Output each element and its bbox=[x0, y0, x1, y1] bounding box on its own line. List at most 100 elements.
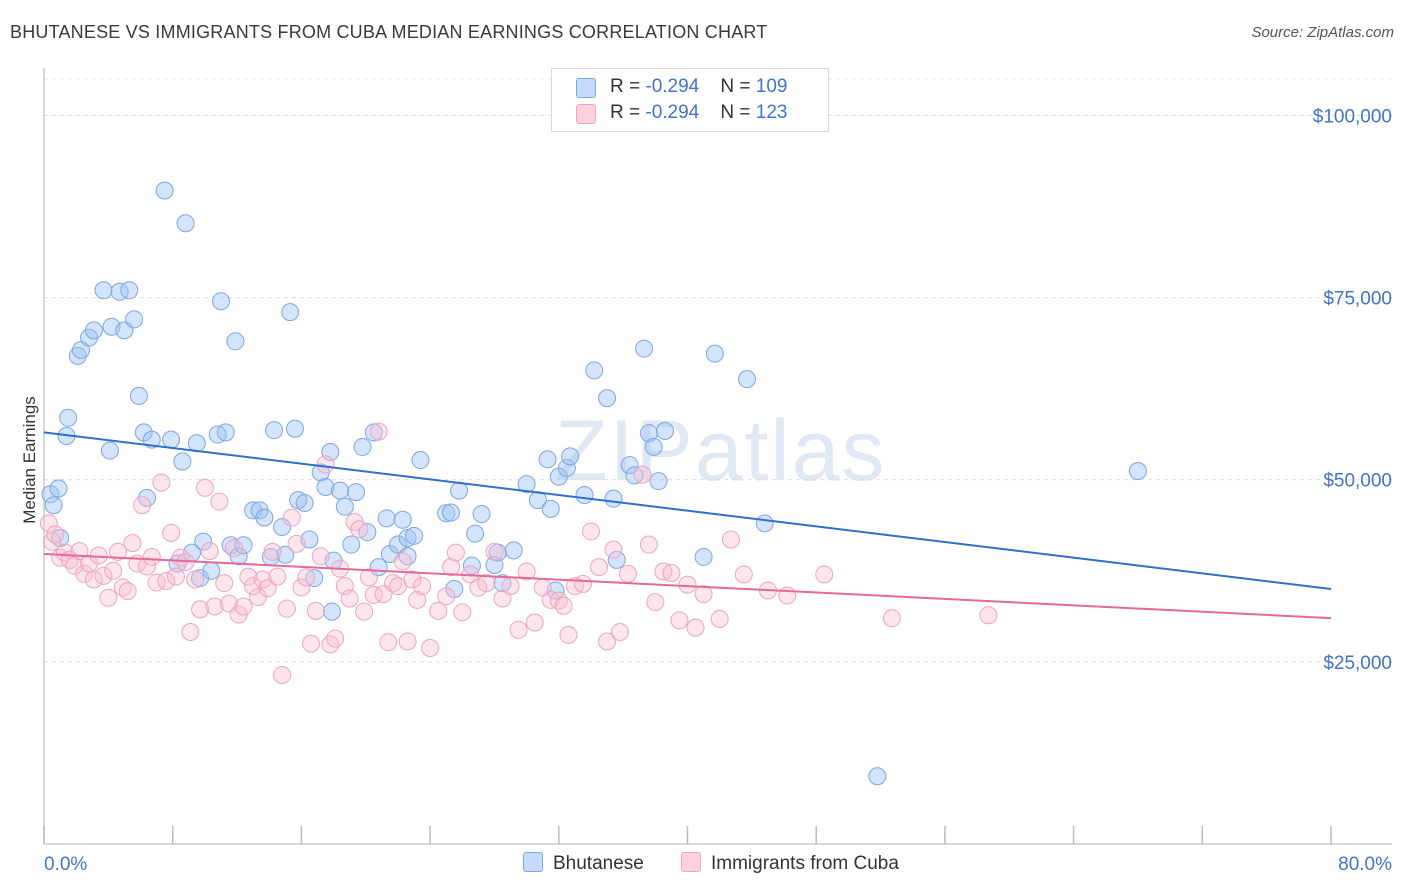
point-cuba bbox=[662, 563, 681, 582]
point-bhutanese bbox=[472, 504, 491, 523]
point-cuba bbox=[258, 579, 277, 598]
point-cuba bbox=[263, 542, 282, 561]
point-bhutanese bbox=[585, 361, 604, 380]
point-bhutanese bbox=[110, 282, 129, 301]
point-bhutanese bbox=[265, 421, 284, 440]
point-cuba bbox=[509, 620, 528, 639]
point-bhutanese bbox=[155, 181, 174, 200]
point-cuba bbox=[359, 568, 378, 587]
point-bhutanese bbox=[557, 459, 576, 478]
point-cuba bbox=[604, 540, 623, 559]
point-cuba bbox=[408, 590, 427, 609]
point-cuba bbox=[646, 593, 665, 612]
point-cuba bbox=[239, 567, 258, 586]
trend-lines bbox=[43, 431, 1332, 620]
point-cuba bbox=[442, 558, 461, 577]
point-cuba bbox=[277, 599, 296, 618]
point-cuba bbox=[186, 570, 205, 589]
point-bhutanese bbox=[59, 408, 78, 427]
x-tick-label-end: 80.0% bbox=[1338, 854, 1392, 875]
point-bhutanese bbox=[211, 292, 230, 311]
point-bhutanese bbox=[393, 510, 412, 529]
point-cuba bbox=[369, 422, 388, 441]
point-bhutanese bbox=[142, 430, 161, 449]
point-cuba bbox=[678, 575, 697, 594]
point-bhutanese bbox=[194, 532, 213, 551]
legend-swatch-cuba bbox=[576, 104, 596, 124]
source-label: Source: ZipAtlas.com bbox=[1251, 24, 1394, 41]
point-bhutanese bbox=[94, 281, 113, 300]
y-tick-label: $75,000 bbox=[1323, 289, 1392, 310]
point-cuba bbox=[686, 618, 705, 637]
point-bhutanese bbox=[49, 479, 68, 498]
point-bhutanese bbox=[694, 547, 713, 566]
point-cuba bbox=[195, 478, 214, 497]
bottom-legend-label: Immigrants from Cuba bbox=[711, 853, 899, 874]
point-bhutanese bbox=[561, 447, 580, 466]
point-bhutanese bbox=[541, 499, 560, 518]
point-cuba bbox=[302, 634, 321, 653]
point-bhutanese bbox=[466, 524, 485, 543]
point-cuba bbox=[123, 534, 142, 553]
point-cuba bbox=[94, 566, 113, 585]
point-cuba bbox=[384, 574, 403, 593]
point-bhutanese bbox=[353, 437, 372, 456]
point-cuba bbox=[297, 568, 316, 587]
point-cuba bbox=[109, 542, 128, 561]
point-cuba bbox=[321, 635, 340, 654]
point-cuba bbox=[191, 600, 210, 619]
point-cuba bbox=[46, 525, 65, 544]
chart-title: BHUTANESE VS IMMIGRANTS FROM CUBA MEDIAN… bbox=[10, 22, 768, 42]
y-tick-label: $100,000 bbox=[1313, 106, 1392, 127]
point-bhutanese bbox=[364, 423, 383, 442]
point-cuba bbox=[75, 564, 94, 583]
point-cuba bbox=[118, 582, 137, 601]
point-cuba bbox=[147, 573, 166, 592]
y-axis-title: Median Earnings bbox=[20, 396, 39, 524]
point-bhutanese bbox=[755, 514, 774, 533]
point-cuba bbox=[152, 473, 171, 492]
point-cuba bbox=[598, 632, 617, 651]
point-bhutanese bbox=[598, 389, 617, 408]
trend-line-cuba bbox=[43, 553, 1332, 620]
point-bhutanese bbox=[644, 437, 663, 456]
axes bbox=[43, 68, 1392, 845]
point-cuba bbox=[694, 585, 713, 604]
legend-text: R = -0.294 N = 109 bbox=[610, 76, 788, 97]
correlation-legend: R = -0.294 N = 109 R = -0.294 N = 123 bbox=[551, 68, 829, 132]
point-cuba bbox=[710, 609, 729, 628]
point-cuba bbox=[554, 596, 573, 615]
point-cuba bbox=[398, 632, 417, 651]
point-bhutanese bbox=[442, 503, 461, 522]
point-bhutanese bbox=[538, 450, 557, 469]
point-bhutanese bbox=[273, 518, 292, 537]
point-cuba bbox=[181, 622, 200, 641]
point-cuba bbox=[166, 567, 185, 586]
point-bhutanese bbox=[377, 509, 396, 528]
point-cuba bbox=[393, 552, 412, 571]
point-bhutanese bbox=[129, 386, 148, 405]
point-bhutanese bbox=[125, 310, 144, 329]
point-bhutanese bbox=[388, 535, 407, 554]
point-bhutanese bbox=[437, 504, 456, 523]
point-bhutanese bbox=[84, 321, 103, 340]
point-cuba bbox=[778, 586, 797, 605]
point-cuba bbox=[282, 508, 301, 527]
point-cuba bbox=[157, 571, 176, 590]
point-bhutanese bbox=[244, 501, 263, 520]
zipatlas-watermark: ZIPatlas bbox=[555, 400, 886, 501]
point-cuba bbox=[618, 564, 637, 583]
point-cuba bbox=[200, 542, 219, 561]
point-cuba bbox=[292, 578, 311, 597]
point-bhutanese bbox=[162, 430, 181, 449]
point-bhutanese bbox=[604, 489, 623, 508]
point-cuba bbox=[501, 577, 520, 596]
point-cuba bbox=[215, 574, 234, 593]
point-bhutanese bbox=[322, 602, 341, 621]
point-cuba bbox=[559, 625, 578, 644]
point-bhutanese bbox=[173, 452, 192, 471]
point-cuba bbox=[244, 577, 263, 596]
point-cuba bbox=[610, 622, 629, 641]
point-bhutanese bbox=[331, 481, 350, 500]
point-cuba bbox=[581, 522, 600, 541]
